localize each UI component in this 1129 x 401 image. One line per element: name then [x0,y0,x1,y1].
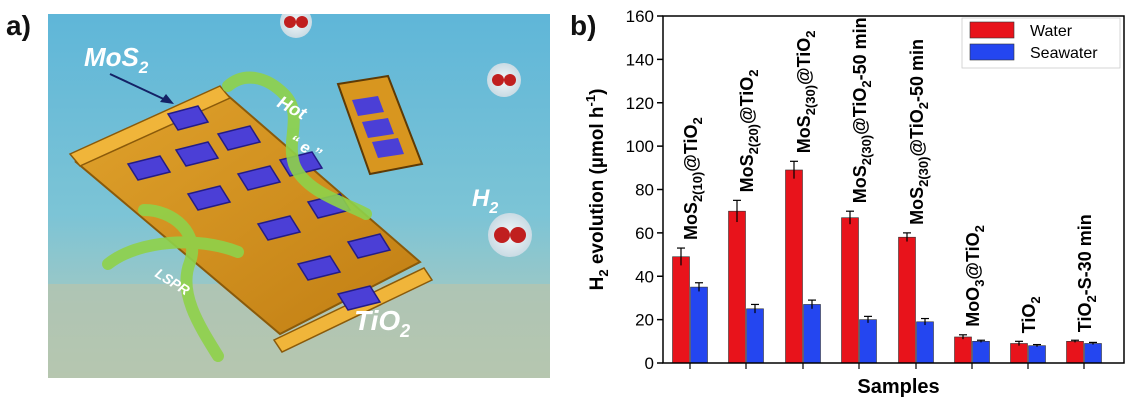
category-label: MoS2(20)@TiO2 [737,70,761,193]
seawater-bar [1084,343,1102,364]
y-tick-label: 80 [635,181,654,200]
seawater-bar [803,304,821,364]
category-label: MoO3@TiO2 [963,225,987,327]
seawater-bar [972,341,990,364]
mos2-subscript: 2 [138,58,149,77]
seawater-bar [1028,345,1046,364]
water-bar [785,169,803,364]
y-tick-label: 100 [626,137,654,156]
category-label: MoS2(30)@TiO2 [794,30,818,153]
water-bar [841,217,859,364]
y-tick-label: 0 [645,354,654,373]
seawater-bar [746,308,764,364]
category-label: TiO2-S-30 min [1075,214,1099,332]
water-bar [672,256,690,364]
category-label: MoS2(10)@TiO2 [681,117,705,240]
mos2-pointer-arrow [109,73,171,103]
y-axis-label: H2 evolution (µmol h-1) [583,89,611,291]
tio2-label: TiO [354,305,400,336]
small-plate [336,74,424,176]
y-tick-label: 120 [626,94,654,113]
category-label: MoS2(30)@TiO2-50 min [907,39,931,225]
h2-label: H [472,185,490,212]
category-label: TiO2 [1019,296,1043,333]
y-tick-label: 60 [635,224,654,243]
water-bar [1010,343,1028,364]
legend-label-seawater: Seawater [1030,45,1098,62]
svg-text:MoS2: MoS2 [84,42,149,77]
legend-label-water: Water [1030,23,1073,40]
svg-text:H2: H2 [472,185,498,217]
mos2-label: MoS [84,42,140,72]
mos2-flakes [126,105,392,311]
y-tick-label: 40 [635,267,654,286]
category-label: MoS2(30)@TiO2-50 min [850,17,874,203]
seawater-bar [690,286,708,364]
water-bar [898,236,916,364]
tio2-subscript: 2 [399,321,410,341]
seawater-bar [916,321,934,364]
panel-label-a: a) [6,10,31,41]
y-tick-label: 160 [626,7,654,26]
y-tick-label: 140 [626,50,654,69]
schematic-illustration: MoS2 TiO2 H2 Hot “ e ” LSPR [48,14,550,378]
water-bar [728,210,746,364]
legend-swatch-seawater [969,43,1015,61]
h2-bubble [487,63,521,97]
panel-label-b: b) [570,10,597,41]
lspr-arrows [102,71,372,362]
svg-text:TiO2: TiO2 [354,305,410,341]
x-axis-label: Samples [857,376,939,398]
water-bar [954,336,972,364]
y-tick-label: 20 [635,311,654,330]
bar-chart: 0 20 40 60 80 100 120 140 160 H2 evolution (µmol … [583,7,1125,398]
water-bar [1066,341,1084,364]
h2-bubble [488,213,532,257]
mos2-pointer-arrowhead [160,94,174,104]
h2-subscript: 2 [488,200,498,217]
h2-bubble [280,14,312,38]
seawater-bar [859,319,877,364]
legend-swatch-water [969,21,1015,39]
